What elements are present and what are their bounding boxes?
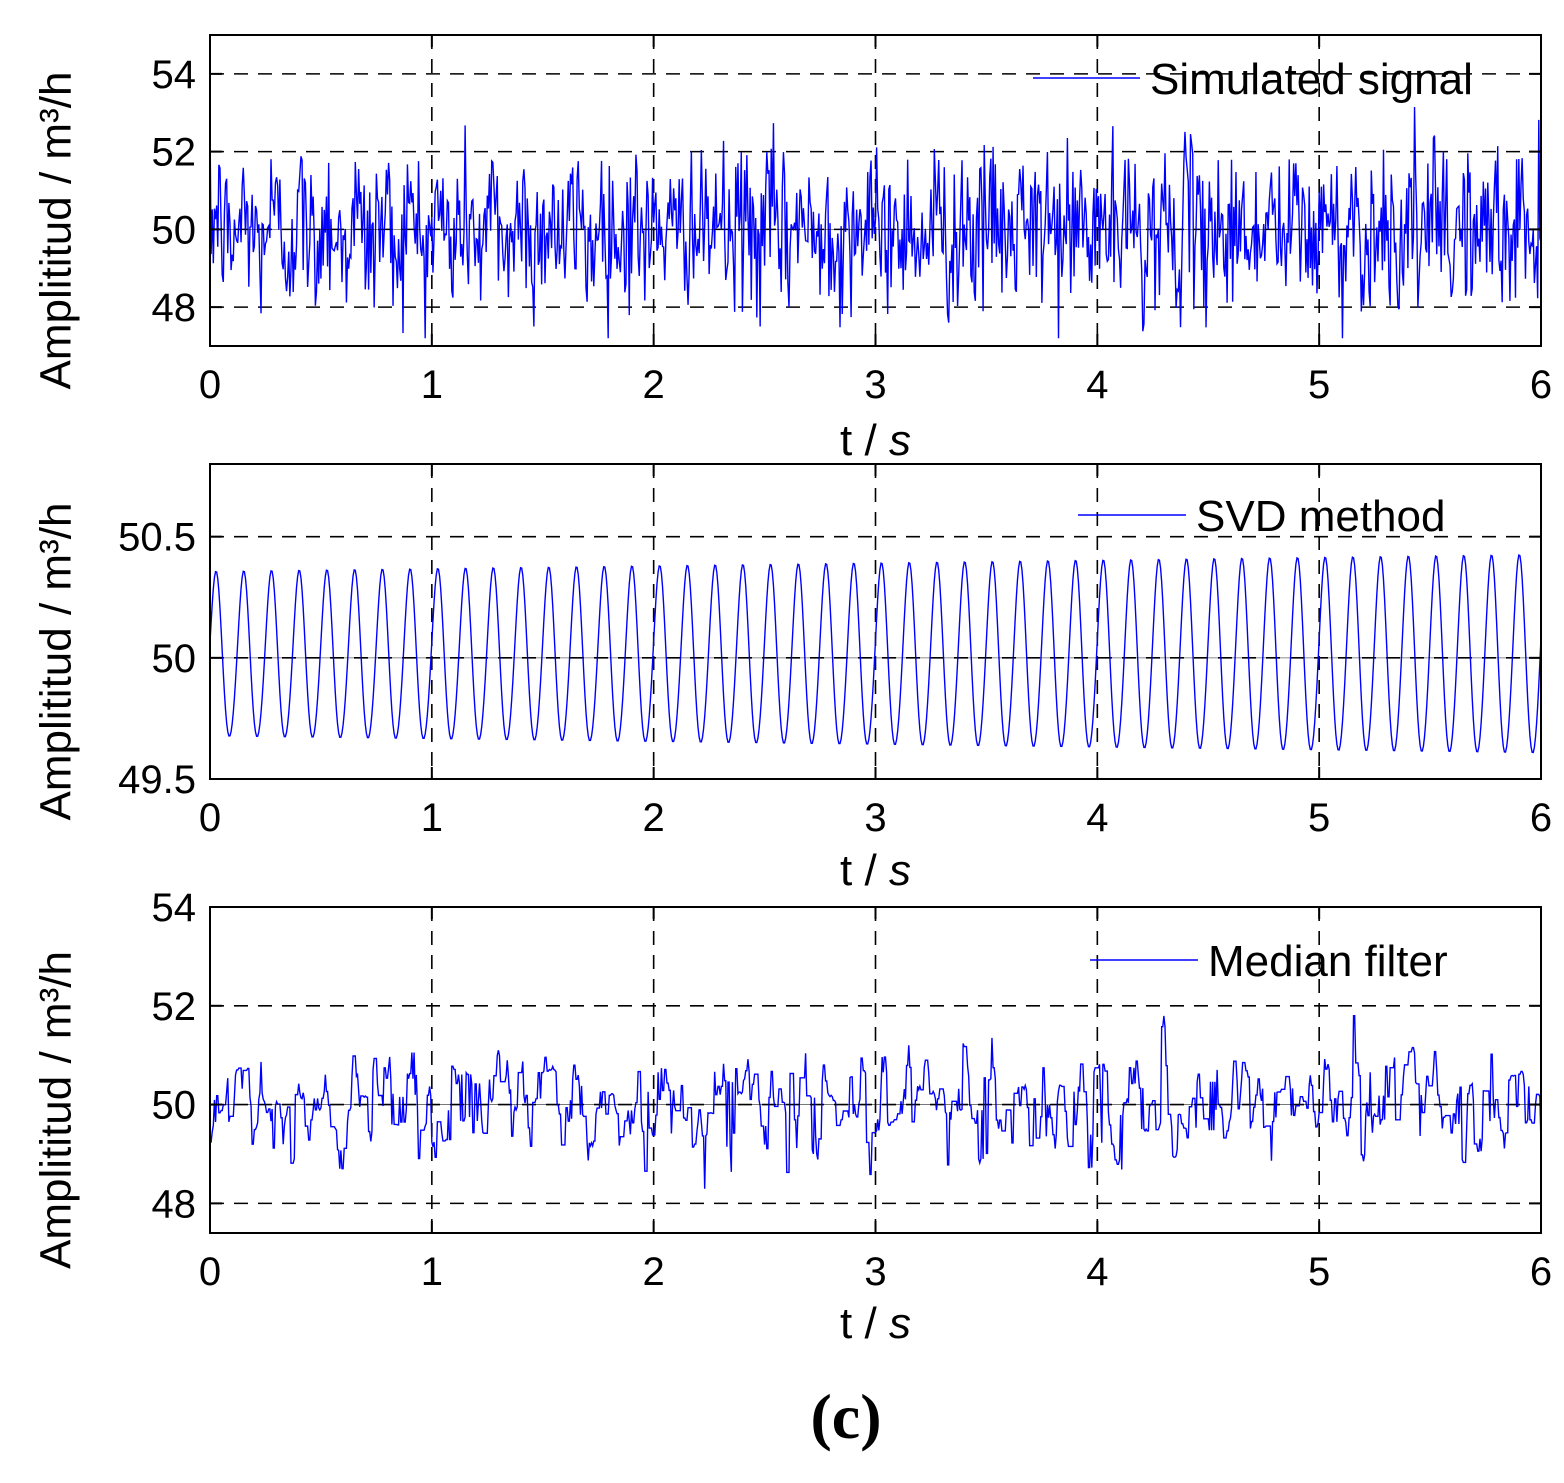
x-axis-label-unit: s (889, 846, 911, 895)
y-tick-label: 50.5 (118, 516, 196, 560)
x-tick-label: 1 (421, 796, 443, 840)
x-tick-label: 0 (199, 796, 221, 840)
legend-label: SVD method (1196, 492, 1445, 541)
x-tick-label: 3 (864, 796, 886, 840)
x-axis-label-unit: s (889, 416, 911, 465)
y-tick-label: 49.5 (118, 758, 196, 802)
x-tick-label: 5 (1308, 363, 1330, 407)
series-line-simulated-signal (210, 107, 1541, 339)
x-tick-label: 4 (1086, 1250, 1108, 1294)
subplot-1: 0 1 2 3 4 5 6 48 50 52 54 t / s Amplititud / m³/h Sim… (31, 34, 1552, 465)
x-tick-label: 5 (1308, 796, 1330, 840)
panel-caption: (c) (810, 1381, 881, 1452)
x-axis-label-sep: / (852, 1299, 889, 1348)
x-axis-label-sep: / (852, 846, 889, 895)
x-axis-label: t / s (840, 846, 911, 895)
x-tick-label: 4 (1086, 363, 1108, 407)
subplot-3: 0 1 2 3 4 5 6 48 50 52 54 t / s Amplititud / m³/h Med… (31, 886, 1552, 1348)
x-tick-label: 6 (1530, 1250, 1552, 1294)
y-tick-label: 52 (152, 985, 197, 1029)
series-line-median-filter (210, 1014, 1541, 1189)
series-line-svd-method (210, 553, 1541, 754)
y-tick-label: 48 (152, 1182, 197, 1226)
subplot-2: 0 1 2 3 4 5 6 49.5 50 50.5 t / s Amplititud / m³/h S… (31, 463, 1552, 895)
y-axis-label: Amplititud / m³/h (31, 951, 80, 1269)
x-tick-label: 5 (1308, 1250, 1330, 1294)
legend-label: Median filter (1208, 937, 1448, 986)
x-tick-label: 6 (1530, 796, 1552, 840)
x-tick-label: 0 (199, 363, 221, 407)
y-tick-label: 54 (152, 53, 197, 97)
x-tick-label: 2 (643, 363, 665, 407)
y-tick-label: 48 (152, 286, 197, 330)
x-tick-label: 3 (864, 363, 886, 407)
x-axis-label-var: t (840, 416, 852, 465)
x-axis-label: t / s (840, 416, 911, 465)
x-tick-label: 0 (199, 1250, 221, 1294)
x-axis-label-sep: / (852, 416, 889, 465)
x-tick-label: 1 (421, 1250, 443, 1294)
x-tick-label: 1 (421, 363, 443, 407)
y-tick-label: 50 (152, 1084, 197, 1128)
x-axis-label-unit: s (889, 1299, 911, 1348)
x-tick-label: 3 (864, 1250, 886, 1294)
y-axis-label: Amplititud / m³/h (31, 503, 80, 821)
x-tick-label: 6 (1530, 363, 1552, 407)
y-tick-label: 50 (152, 208, 197, 252)
y-axis-label: Amplititud / m³/h (31, 72, 80, 390)
x-tick-label: 2 (643, 796, 665, 840)
y-tick-label: 54 (152, 886, 197, 930)
legend-label: Simulated signal (1150, 55, 1473, 104)
x-axis-label-var: t (840, 846, 852, 895)
x-tick-label: 4 (1086, 796, 1108, 840)
x-axis-label-var: t (840, 1299, 852, 1348)
y-tick-label: 52 (152, 131, 197, 175)
x-axis-label: t / s (840, 1299, 911, 1348)
x-tick-label: 2 (643, 1250, 665, 1294)
y-tick-label: 50 (152, 637, 197, 681)
